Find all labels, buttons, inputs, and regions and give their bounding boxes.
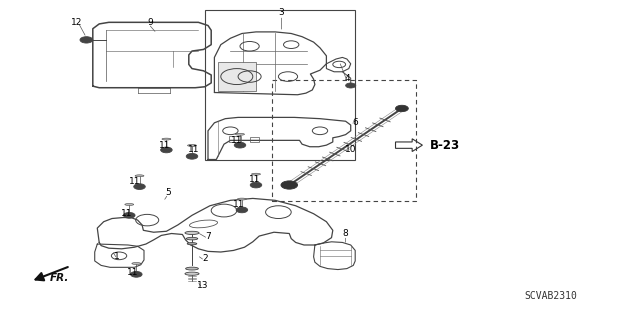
Ellipse shape xyxy=(236,133,244,135)
Ellipse shape xyxy=(186,237,198,240)
Text: 10: 10 xyxy=(345,145,356,154)
Ellipse shape xyxy=(237,198,246,200)
Text: 2: 2 xyxy=(202,254,207,263)
Text: 5: 5 xyxy=(166,188,171,197)
Bar xyxy=(250,137,259,142)
Text: 11: 11 xyxy=(129,177,140,186)
Text: 11: 11 xyxy=(249,175,260,184)
Ellipse shape xyxy=(185,231,199,234)
Circle shape xyxy=(281,181,298,189)
Text: 1: 1 xyxy=(115,252,120,261)
Ellipse shape xyxy=(132,263,141,264)
Ellipse shape xyxy=(186,267,198,270)
Text: SCVAB2310: SCVAB2310 xyxy=(524,291,577,301)
Text: 11: 11 xyxy=(127,268,139,277)
Circle shape xyxy=(186,153,198,159)
Circle shape xyxy=(80,37,93,43)
Circle shape xyxy=(346,83,356,88)
Circle shape xyxy=(161,147,172,153)
Text: 11: 11 xyxy=(159,141,171,150)
Text: 7: 7 xyxy=(205,232,211,241)
Circle shape xyxy=(236,207,248,213)
Circle shape xyxy=(124,212,135,218)
Text: 4: 4 xyxy=(344,74,349,83)
Ellipse shape xyxy=(187,242,197,245)
Text: 9: 9 xyxy=(148,18,153,27)
Circle shape xyxy=(250,182,262,188)
Ellipse shape xyxy=(135,175,144,177)
Circle shape xyxy=(234,142,246,148)
Text: 8: 8 xyxy=(343,229,348,238)
Ellipse shape xyxy=(188,145,196,146)
Bar xyxy=(272,80,416,201)
Circle shape xyxy=(396,105,408,112)
Text: FR.: FR. xyxy=(50,272,69,283)
Circle shape xyxy=(134,184,145,189)
Bar xyxy=(218,62,256,91)
Text: B-23: B-23 xyxy=(430,139,460,152)
Ellipse shape xyxy=(162,138,171,140)
Ellipse shape xyxy=(185,272,199,275)
Ellipse shape xyxy=(252,173,260,175)
Text: 11: 11 xyxy=(233,200,244,209)
Ellipse shape xyxy=(125,204,134,205)
Text: 6: 6 xyxy=(353,118,358,127)
Text: 3: 3 xyxy=(279,8,284,17)
Text: 11: 11 xyxy=(231,136,243,145)
Circle shape xyxy=(131,271,142,277)
Text: 12: 12 xyxy=(71,18,83,27)
Bar xyxy=(229,136,241,142)
Text: 13: 13 xyxy=(196,281,208,290)
Text: 11: 11 xyxy=(188,145,200,154)
Text: 11: 11 xyxy=(121,209,132,218)
Bar xyxy=(205,10,355,159)
